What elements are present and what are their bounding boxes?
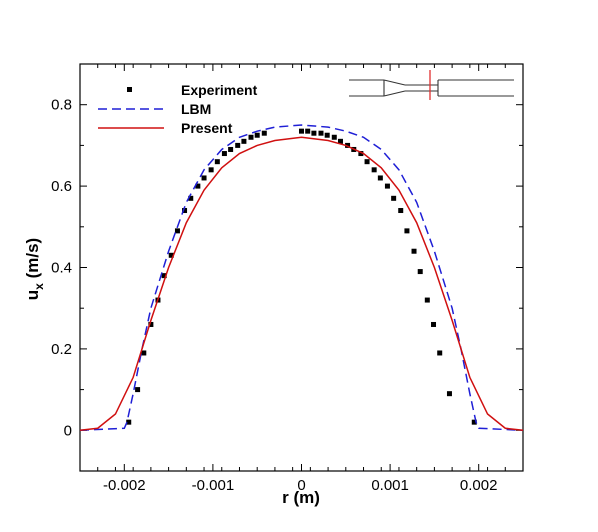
data-point-experiment <box>195 183 201 189</box>
data-point-experiment <box>318 130 324 136</box>
data-point-experiment <box>141 350 147 356</box>
data-point-experiment <box>446 391 452 397</box>
y-axis-title-subscript: x <box>32 283 46 290</box>
data-point-experiment <box>182 208 188 214</box>
data-point-experiment <box>384 183 390 189</box>
legend-label-lbm: LBM <box>181 101 211 117</box>
data-point-experiment <box>331 134 337 140</box>
y-tick-label: 0.8 <box>51 97 72 114</box>
data-point-experiment <box>174 228 180 234</box>
data-point-experiment <box>201 175 207 181</box>
data-point-experiment <box>471 419 477 425</box>
series-experiment <box>126 128 477 425</box>
data-point-experiment <box>311 130 317 136</box>
inset-contraction-top <box>383 79 406 86</box>
data-point-experiment <box>417 269 423 275</box>
y-axis: 0 0.2 0.4 0.6 0.8 <box>51 63 523 472</box>
data-point-experiment <box>364 159 370 165</box>
data-point-experiment <box>168 252 174 258</box>
series-line-lbm <box>79 124 524 432</box>
data-point-experiment <box>398 208 404 214</box>
x-tick-label: -0.001 <box>192 477 235 494</box>
data-point-experiment <box>437 350 443 356</box>
data-point-experiment <box>391 195 397 201</box>
data-point-experiment <box>126 419 132 425</box>
legend: Experiment LBM Present <box>98 82 258 136</box>
legend-label-present: Present <box>181 120 233 136</box>
x-tick-label: 0.002 <box>460 477 498 494</box>
data-point-experiment <box>161 273 167 279</box>
x-tick-label: -0.002 <box>103 477 146 494</box>
data-point-experiment <box>377 175 383 181</box>
y-tick-label: 0.6 <box>51 178 72 195</box>
data-point-experiment <box>324 132 330 138</box>
x-tick-label: 0 <box>297 477 305 494</box>
y-tick-label: 0.4 <box>51 260 72 277</box>
y-tick-label: 0.2 <box>51 341 72 358</box>
data-point-experiment <box>148 321 154 327</box>
data-point-experiment <box>424 297 430 303</box>
data-point-experiment <box>208 167 214 173</box>
data-point-experiment <box>411 248 417 254</box>
data-point-experiment <box>254 132 260 138</box>
data-point-experiment <box>235 142 241 148</box>
data-point-experiment <box>404 228 410 234</box>
data-point-experiment <box>188 195 194 201</box>
y-axis-title-main: u <box>23 290 42 300</box>
x-tick-label: 0.001 <box>371 477 409 494</box>
series-line-present <box>79 136 524 432</box>
y-axis-title: ux (m/s) <box>23 238 46 300</box>
x-axis-title: r (m) <box>282 488 320 507</box>
channel-geometry-inset <box>349 70 514 100</box>
x-axis: -0.002 -0.001 0 0.001 0.002 <box>79 64 524 494</box>
data-point-experiment <box>261 130 267 136</box>
legend-label-experiment: Experiment <box>181 82 258 98</box>
data-point-experiment <box>248 134 254 140</box>
data-point-experiment <box>358 151 364 157</box>
data-point-experiment <box>305 128 311 134</box>
data-point-experiment <box>371 167 377 173</box>
legend-marker-experiment <box>127 87 132 92</box>
data-point-experiment <box>221 151 227 157</box>
data-point-experiment <box>431 321 437 327</box>
data-point-experiment <box>241 138 247 144</box>
data-point-experiment <box>214 159 220 165</box>
data-point-experiment <box>135 387 141 393</box>
y-tick-label: 0 <box>64 422 72 439</box>
data-point-experiment <box>228 146 234 152</box>
inset-contraction-bottom <box>383 90 406 97</box>
data-point-experiment <box>299 128 304 134</box>
series-layer <box>79 124 524 432</box>
y-axis-title-group: ux (m/s) <box>23 238 46 300</box>
y-axis-title-unit: (m/s) <box>23 238 42 283</box>
data-point-experiment <box>337 138 343 144</box>
